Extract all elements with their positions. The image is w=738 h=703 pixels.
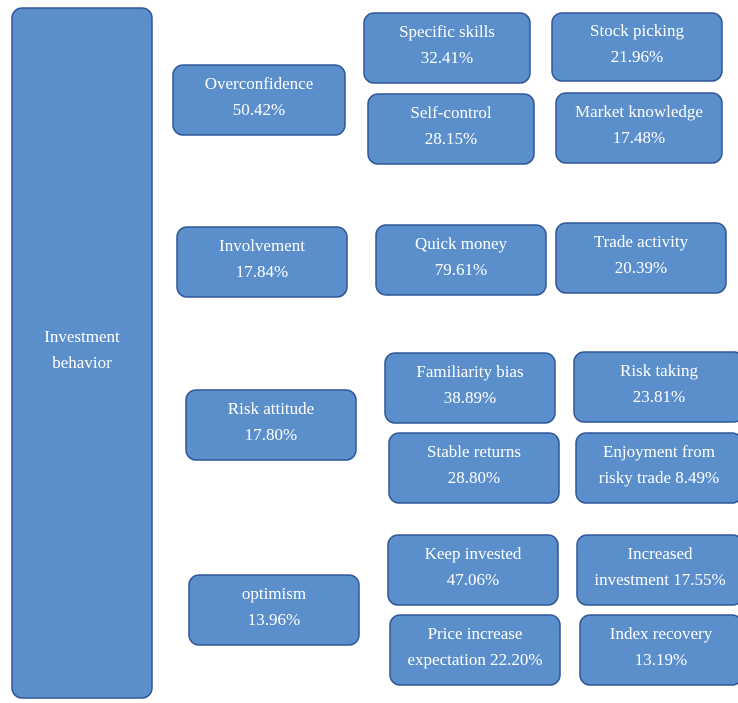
factor-box [172, 64, 346, 136]
factor-box-text: Keep invested [425, 544, 522, 563]
factor-box-text: optimism [242, 584, 306, 603]
factor-box [389, 614, 561, 686]
factor-box-text: Risk taking [620, 361, 698, 380]
factor-box-text: risky trade 8.49% [599, 468, 719, 487]
factor-box [573, 351, 738, 423]
factor-box-text: Enjoyment from [603, 442, 715, 461]
factor-box-text: 13.96% [248, 610, 300, 629]
factor-box-text: Stock picking [590, 21, 684, 40]
factor-box-text: Quick money [415, 234, 508, 253]
factor-box-text: 17.48% [613, 128, 665, 147]
root-box [11, 7, 153, 699]
factor-box-text: 50.42% [233, 100, 285, 119]
factor-box-text: 32.41% [421, 48, 473, 67]
factor-box-text: expectation 22.20% [407, 650, 542, 669]
factor-box [555, 222, 727, 294]
factor-box [388, 432, 560, 504]
factor-box [185, 389, 357, 461]
factor-box-text: Familiarity bias [416, 362, 523, 381]
factor-box-text: Increased [627, 544, 693, 563]
factor-box-text: 17.84% [236, 262, 288, 281]
factor-box-text: Index recovery [610, 624, 713, 643]
factor-box [575, 432, 738, 504]
factor-box [555, 92, 723, 164]
root-box-text: Investment [44, 327, 120, 346]
factor-box-text: Risk attitude [228, 399, 314, 418]
factor-box-text: 20.39% [615, 258, 667, 277]
factor-box-text: Self-control [410, 103, 491, 122]
factor-box-text: 28.80% [448, 468, 500, 487]
factor-box-text: Specific skills [399, 22, 495, 41]
factor-box-text: 47.06% [447, 570, 499, 589]
factor-box [384, 352, 556, 424]
factor-box-text: Trade activity [594, 232, 689, 251]
factor-box [551, 12, 723, 82]
factor-box [576, 534, 738, 606]
factor-box [176, 226, 348, 298]
factor-box [363, 12, 531, 84]
factor-box-text: investment 17.55% [594, 570, 725, 589]
factor-box-text: 28.15% [425, 129, 477, 148]
factor-box-text: Involvement [219, 236, 305, 255]
factor-box-text: Overconfidence [205, 74, 314, 93]
factor-box-text: 23.81% [633, 387, 685, 406]
factor-box-text: 21.96% [611, 47, 663, 66]
factor-box-text: Stable returns [427, 442, 521, 461]
factor-box [367, 93, 535, 165]
factor-box-text: 38.89% [444, 388, 496, 407]
factor-box-text: Market knowledge [575, 102, 703, 121]
root-box-text: behavior [52, 353, 112, 372]
factor-box [387, 534, 559, 606]
factor-box-text: 17.80% [245, 425, 297, 444]
factor-box-text: Price increase [428, 624, 523, 643]
factor-box [375, 224, 547, 296]
factor-box [188, 574, 360, 646]
factor-box-text: 79.61% [435, 260, 487, 279]
factor-box-text: 13.19% [635, 650, 687, 669]
factor-box [579, 614, 738, 686]
